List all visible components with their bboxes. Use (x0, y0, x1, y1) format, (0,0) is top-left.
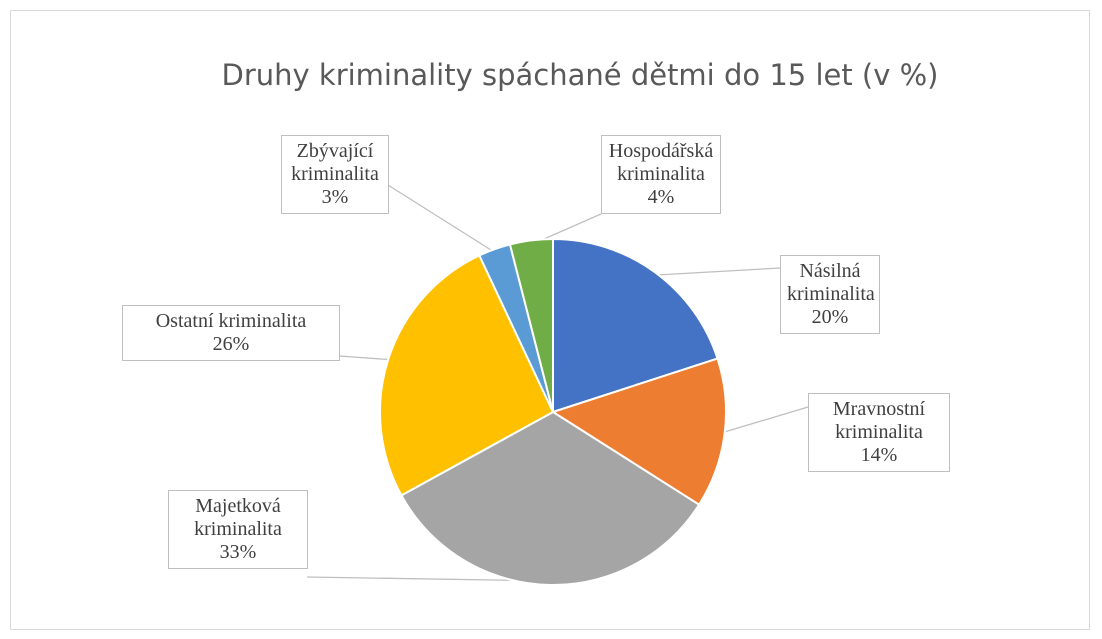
label-category: Ostatní kriminalita (155, 310, 307, 332)
leader-line (720, 406, 809, 434)
leader-line (387, 184, 497, 254)
label-value: 33% (219, 541, 257, 563)
label-category: Majetková kriminalita (194, 495, 282, 540)
data-label: Ostatní kriminalita 26% (122, 305, 340, 361)
label-category: Zbývající kriminalita (291, 140, 379, 185)
leader-line (338, 355, 393, 361)
data-label: Hospodářská kriminalita 4% (601, 135, 721, 214)
data-label: Mravnostní kriminalita 14% (808, 393, 950, 472)
pie-slice (552, 237, 719, 414)
data-label: Majetková kriminalita 33% (168, 490, 308, 569)
label-value: 14% (860, 444, 898, 466)
label-value: 26% (212, 333, 250, 355)
label-value: 4% (647, 186, 675, 208)
chart-title: Druhy kriminality spáchané dětmi do 15 l… (222, 58, 939, 92)
leader-line (306, 576, 548, 582)
data-label: Zbývající kriminalita 3% (281, 135, 389, 214)
data-label: Násilná kriminalita 20% (780, 255, 880, 334)
pie-slice (550, 357, 727, 507)
label-category: Hospodářská kriminalita (608, 140, 714, 185)
leader-line (652, 267, 781, 276)
chart-frame (10, 10, 1090, 630)
pie-slice (379, 254, 555, 497)
label-category: Mravnostní kriminalita (832, 398, 926, 443)
label-category: Násilná kriminalita (787, 260, 875, 305)
label-value: 3% (321, 186, 349, 208)
pie-slice (508, 237, 554, 413)
label-value: 20% (811, 306, 849, 328)
